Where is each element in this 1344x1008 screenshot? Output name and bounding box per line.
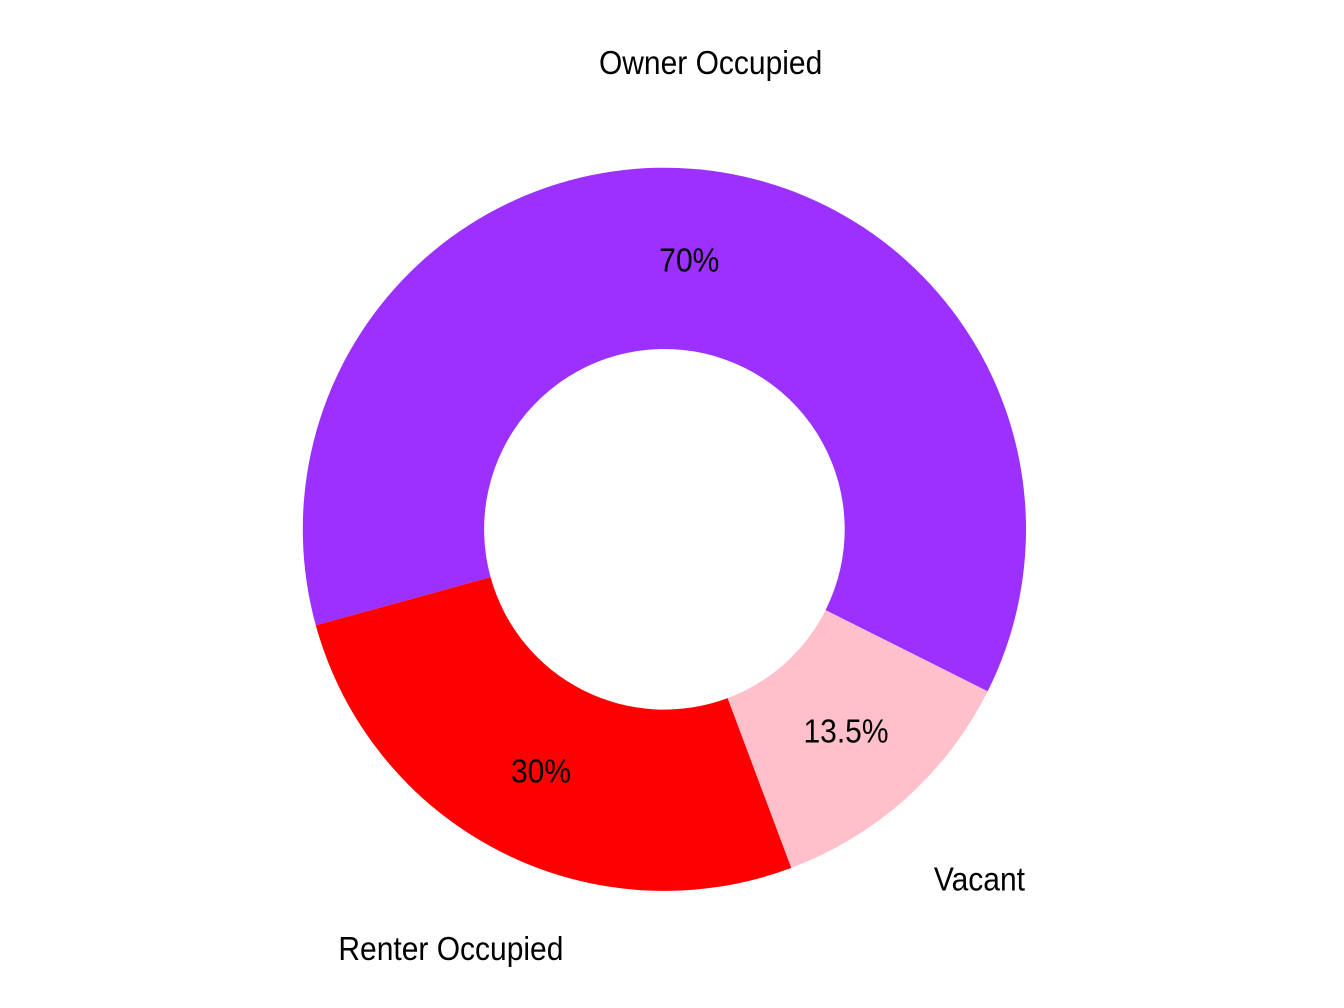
svg-text:13.5%: 13.5% — [803, 712, 888, 750]
svg-text:Owner Occupied: Owner Occupied — [599, 44, 822, 82]
svg-text:Vacant: Vacant — [934, 860, 1025, 898]
svg-text:30%: 30% — [511, 752, 571, 790]
svg-text:70%: 70% — [659, 241, 719, 279]
svg-text:Renter Occupied: Renter Occupied — [338, 930, 563, 968]
